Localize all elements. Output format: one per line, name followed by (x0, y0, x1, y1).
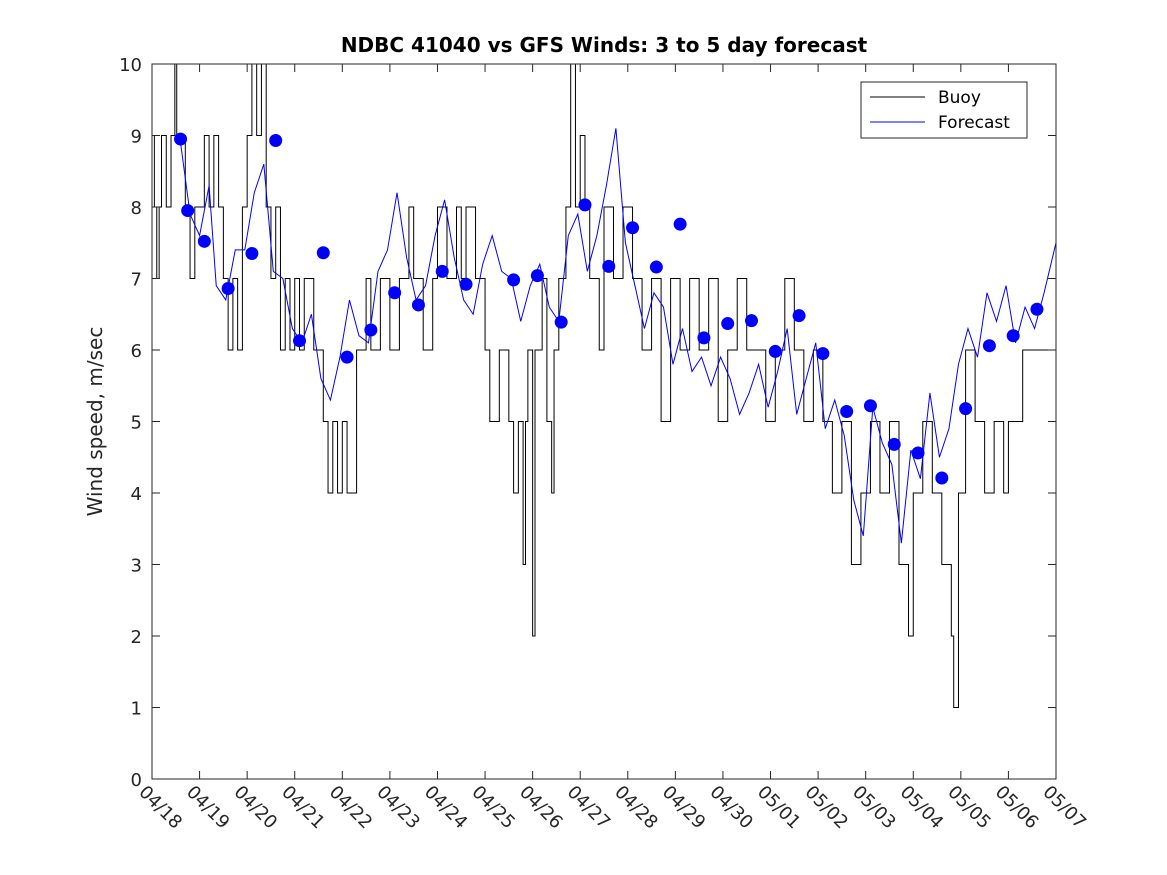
forecast-marker (602, 259, 616, 273)
forecast-marker (1030, 302, 1044, 316)
forecast-marker (459, 277, 473, 291)
legend: Buoy Forecast (860, 81, 1028, 139)
buoy-line (152, 63, 1056, 708)
y-axis-label: Wind speed, m/sec (83, 327, 107, 517)
forecast-marker (411, 298, 425, 312)
forecast-marker (959, 402, 973, 416)
y-tick-label: 3 (131, 556, 142, 577)
forecast-marker (840, 404, 854, 418)
forecast-marker (388, 286, 402, 300)
chart-title: NDBC 41040 vs GFS Winds: 3 to 5 day fore… (341, 33, 868, 57)
y-tick-label: 8 (131, 198, 142, 219)
y-tick-label: 10 (119, 55, 142, 76)
forecast-marker (507, 273, 521, 287)
y-tick-label: 7 (131, 270, 142, 291)
forecast-marker (1006, 329, 1020, 343)
forecast-marker (316, 246, 330, 260)
forecast-markers (174, 132, 1044, 485)
forecast-marker (649, 260, 663, 274)
forecast-marker (744, 314, 758, 328)
forecast-marker (340, 350, 354, 364)
forecast-marker (197, 234, 211, 248)
plot-area (152, 64, 1056, 779)
plot-frame (151, 63, 1057, 780)
y-tick-label: 4 (131, 484, 142, 505)
forecast-marker (863, 399, 877, 413)
forecast-marker (816, 347, 830, 361)
forecast-marker (221, 282, 235, 296)
forecast-marker (626, 221, 640, 235)
forecast-marker (435, 264, 449, 278)
forecast-marker (174, 132, 188, 146)
forecast-marker (982, 339, 996, 353)
forecast-marker (364, 323, 378, 337)
y-tick-label: 0 (131, 770, 142, 791)
forecast-marker (935, 471, 949, 485)
y-tick-label: 9 (131, 127, 142, 148)
forecast-marker (911, 446, 925, 460)
buoy-series (152, 63, 1056, 708)
forecast-marker (768, 344, 782, 358)
forecast-marker (245, 246, 259, 260)
forecast-marker (181, 204, 195, 218)
legend-forecast-label: Forecast (938, 113, 1010, 133)
forecast-marker (578, 198, 592, 212)
y-tick-label: 1 (131, 699, 142, 720)
forecast-marker (887, 437, 901, 451)
forecast-marker (792, 309, 806, 323)
forecast-series (180, 128, 1057, 544)
legend-buoy-label: Buoy (938, 88, 981, 108)
y-tick-label: 5 (131, 413, 142, 434)
forecast-marker (673, 217, 687, 231)
y-tick-label: 6 (131, 341, 142, 362)
y-tick-label: 2 (131, 627, 142, 648)
forecast-marker (292, 334, 306, 348)
forecast-line (180, 128, 1057, 544)
forecast-marker (697, 331, 711, 345)
forecast-marker (721, 317, 735, 331)
forecast-marker (269, 134, 283, 148)
forecast-marker (554, 315, 568, 329)
y-axis-ticks: 0 1 2 3 4 5 6 7 8 9 10 (119, 55, 1056, 791)
legend-box (860, 81, 1028, 139)
forecast-marker (530, 269, 544, 283)
